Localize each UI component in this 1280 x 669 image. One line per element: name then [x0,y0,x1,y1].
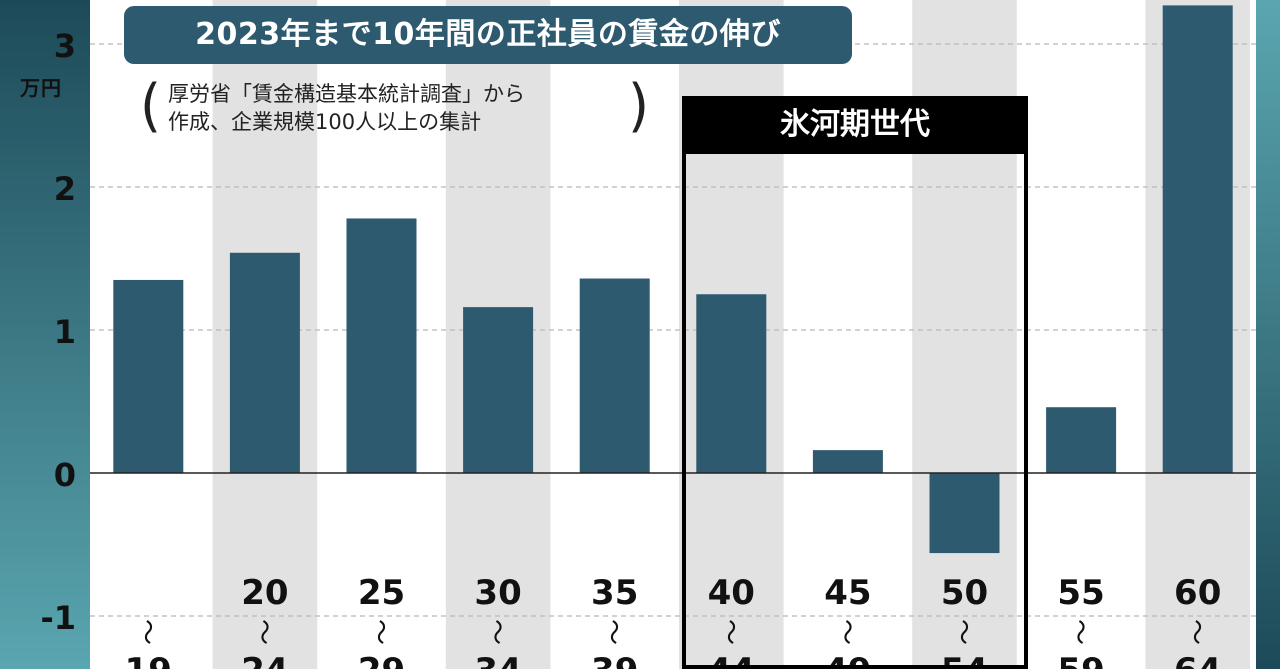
ice-age-generation-frame [682,96,1028,669]
bar-25～29 [346,218,417,473]
x-tick-label-tilde: ～ [1181,619,1211,645]
bar-35～39 [579,278,650,473]
x-tick-label-tilde: ～ [481,619,511,645]
x-tick-label-end: 19 [125,651,172,669]
source-note: 厚労省「賃金構造基本統計調査」から 作成、企業規模100人以上の集計 [168,82,525,134]
source-paren-close: ) [628,72,650,139]
bar-50～54 [929,473,1000,554]
x-tick-label-end: 49 [824,651,871,669]
y-tick-label: -1 [40,599,76,637]
x-tick-label-tilde: ～ [948,619,978,645]
x-tick-label-end: 29 [358,651,405,669]
source-paren-open: ( [140,72,162,139]
bar-45～49 [812,450,883,473]
x-tick-label-start: 45 [824,573,871,613]
chart-title: 2023年まで10年間の正社員の賃金の伸び [124,6,852,64]
x-tick-label-start: 25 [358,573,405,613]
x-tick-label-end: 39 [591,651,638,669]
x-tick-label-tilde: ～ [598,619,628,645]
x-tick-label-start: 35 [591,573,638,613]
x-tick-label-tilde: ～ [131,619,161,645]
x-tick-label-start: 20 [241,573,288,613]
x-tick-label-start: 40 [708,573,755,613]
x-tick-label-end: 44 [708,651,755,669]
x-tick-label-tilde: ～ [831,619,861,645]
x-tick-label-tilde: ～ [1064,619,1094,645]
y-tick-label: 2 [54,170,76,208]
bar-～19 [113,279,184,473]
bar-60～64 [1162,5,1233,473]
x-tick-label-tilde: ～ [248,619,278,645]
x-tick-label-end: 59 [1057,651,1104,669]
x-tick-label-end: 54 [941,651,988,669]
x-tick-label-end: 34 [474,651,521,669]
y-axis-unit-label: 万円 [20,76,62,100]
x-tick-label-start: 60 [1174,573,1221,613]
bar-55～59 [1046,407,1117,473]
y-tick-label: 0 [54,456,76,494]
bar-30～34 [463,307,534,473]
ice-age-generation-label: 氷河期世代 [682,96,1028,154]
x-tick-label-end: 24 [241,651,288,669]
x-tick-label-tilde: ～ [365,619,395,645]
bar-40～44 [696,294,767,473]
left-frame-band [0,0,90,669]
x-tick-label-start: 30 [474,573,521,613]
y-tick-label: 3 [54,27,76,65]
right-frame-band [1256,0,1280,669]
bar-20～24 [229,252,300,473]
x-tick-label-end: 64 [1174,651,1221,669]
y-tick-label: 1 [54,313,76,351]
x-tick-label-tilde: ～ [714,619,744,645]
x-tick-label-start: 50 [941,573,988,613]
x-tick-label-start: 55 [1057,573,1104,613]
